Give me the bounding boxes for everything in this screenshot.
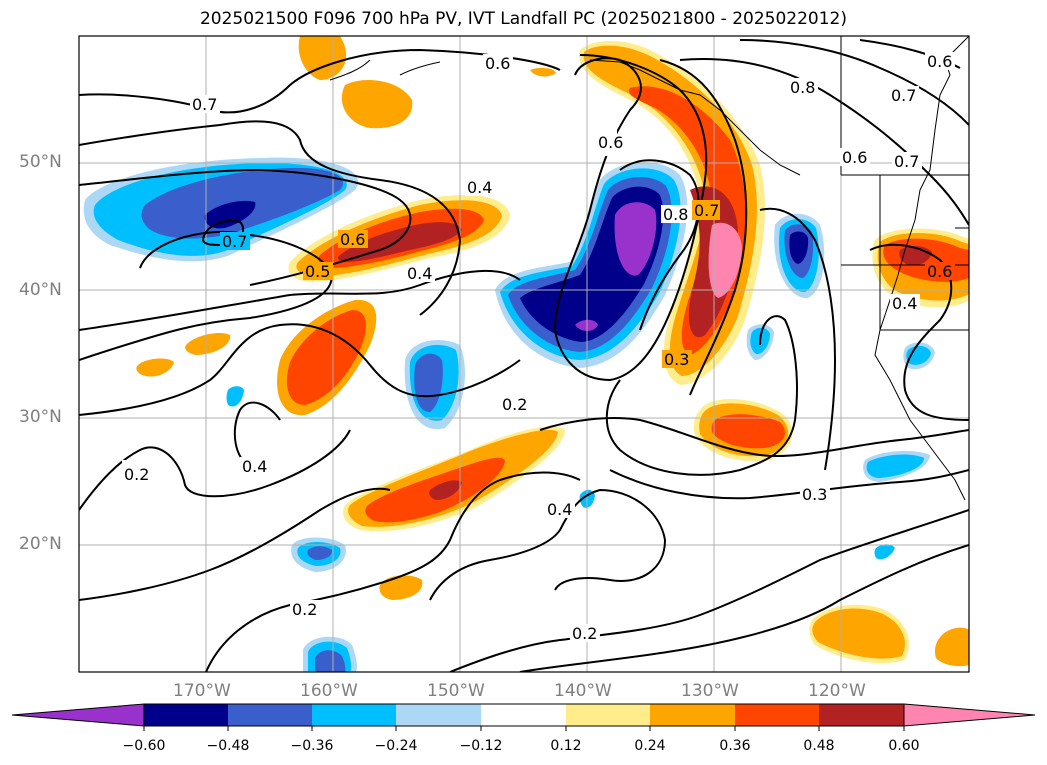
contour-label: 0.7	[192, 95, 217, 114]
contour-label: 0.4	[242, 457, 267, 476]
lon-label-140w: 140°W	[554, 681, 612, 701]
contour-label: 0.8	[790, 78, 815, 97]
pv-contours	[79, 39, 969, 672]
contour-label: 0.4	[467, 178, 492, 197]
colorbar-label: 0.60	[888, 738, 920, 754]
lon-label-170w: 170°W	[173, 681, 231, 701]
contour-label: 0.7	[222, 232, 247, 251]
contour-label: 0.2	[292, 600, 317, 619]
contour-label: 0.2	[502, 395, 527, 414]
contour-label: 0.7	[891, 86, 916, 105]
contour-label: 0.7	[894, 152, 919, 171]
colorbar-label: 0.12	[550, 738, 582, 754]
contour-label: 0.6	[340, 230, 365, 249]
contour-label: 0.6	[927, 52, 952, 71]
contour-label: 0.4	[407, 264, 432, 283]
lat-label-50n: 50°N	[19, 152, 62, 172]
contour-label: 0.3	[664, 350, 689, 369]
contour-label: 0.6	[927, 262, 952, 281]
contour-label: 0.6	[598, 133, 623, 152]
contour-label: 0.4	[547, 500, 572, 519]
colorbar-label: −0.24	[374, 738, 418, 754]
colorbar-label: −0.12	[459, 738, 503, 754]
contour-labels: 0.6 0.7 0.8 0.6 0.7 0.6 0.7 0.6 0.8 0.7 …	[122, 52, 955, 643]
colorbar-label: 0.24	[634, 738, 666, 754]
lon-label-130w: 130°W	[681, 681, 739, 701]
contour-label: 0.2	[572, 624, 597, 643]
colorbar	[11, 703, 1036, 731]
coastlines	[329, 36, 969, 501]
map-title: 2025021500 F096 700 hPa PV, IVT Landfall…	[199, 9, 847, 29]
graticule	[79, 36, 969, 672]
colorbar-label: −0.36	[290, 738, 334, 754]
map-frame	[78, 35, 970, 673]
contour-label: 0.3	[802, 485, 827, 504]
lat-label-20n: 20°N	[19, 534, 62, 554]
lon-label-120w: 120°W	[808, 681, 866, 701]
contour-label: 0.6	[485, 54, 510, 73]
map-background	[79, 36, 969, 672]
colorbar-label: 0.36	[719, 738, 751, 754]
contour-label: 0.4	[892, 294, 917, 313]
contour-label: 0.8	[663, 205, 688, 224]
colorbar-label: −0.60	[122, 738, 166, 754]
lat-label-40n: 40°N	[19, 280, 62, 300]
filled-anomalies	[83, 36, 969, 672]
colorbar-label: −0.48	[206, 738, 250, 754]
lat-label-30n: 30°N	[19, 407, 62, 427]
lon-label-150w: 150°W	[427, 681, 485, 701]
contour-label: 0.5	[305, 262, 330, 281]
contour-label: 0.2	[124, 465, 149, 484]
lon-label-160w: 160°W	[300, 681, 358, 701]
colorbar-label: 0.48	[803, 738, 835, 754]
contour-label: 0.6	[842, 148, 867, 167]
contour-label: 0.7	[694, 201, 719, 220]
